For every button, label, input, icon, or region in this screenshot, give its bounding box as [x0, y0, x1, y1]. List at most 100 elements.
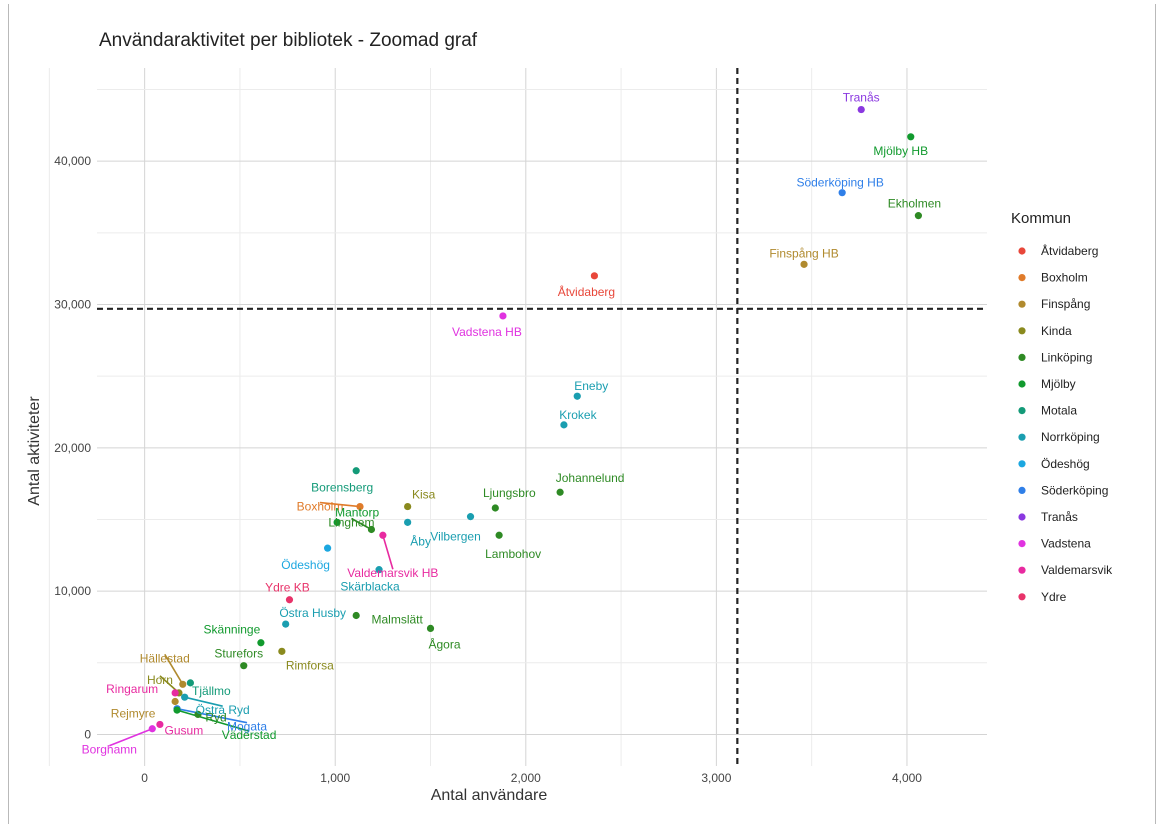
legend-entry: Boxholm	[1041, 271, 1088, 285]
legend-entry: Ydre	[1041, 590, 1067, 604]
legend-entry: Motala	[1041, 404, 1077, 418]
point-label: Ödeshög	[281, 558, 330, 572]
legend-entry: Linköping	[1041, 350, 1092, 364]
legend-swatch	[1018, 353, 1026, 361]
point-johannelund	[556, 488, 564, 496]
point-boxholm	[356, 502, 364, 511]
point-borghamn	[148, 725, 156, 733]
point-label: Sturefors	[214, 647, 263, 661]
chart-frame: Tranås Mjölby HB Söderköping HB Ekholmen Fin…	[8, 4, 1156, 824]
x-tick-label: 3,000	[701, 771, 731, 785]
point-label: Borghamn	[82, 743, 137, 757]
legend-entry: Söderköping	[1041, 483, 1108, 497]
point-label: Ringarum	[106, 682, 158, 696]
point-ringarum	[171, 689, 179, 697]
point-label: Åtvidaberg	[558, 284, 615, 299]
y-tick-label: 20,000	[54, 441, 91, 455]
point-label: Eneby	[574, 379, 608, 393]
point-label: Lambohov	[485, 547, 541, 561]
point-label: Johannelund	[556, 471, 625, 485]
x-tick-label: 0	[141, 771, 148, 785]
point-skärblacka	[375, 566, 383, 574]
point-label: Vilbergen	[430, 530, 480, 544]
x-tick-label: 4,000	[892, 771, 922, 785]
legend-title: Kommun	[1011, 210, 1071, 227]
point-label: Hällestad	[140, 651, 190, 665]
point-label: Ydre KB	[265, 581, 310, 595]
point-skänninge	[257, 639, 265, 647]
legend-swatch	[1018, 460, 1026, 468]
point-söderköping-hb	[838, 189, 846, 197]
point-label: Ekholmen	[888, 197, 941, 211]
point-label: Malmslätt	[372, 613, 424, 627]
point-label: Valdemarsvik HB	[347, 566, 438, 580]
point-label: Finspång HB	[769, 246, 838, 260]
point-label: Mantorp	[335, 505, 379, 519]
x-tick-label: 2,000	[511, 771, 541, 785]
point-tjällmo	[186, 679, 194, 687]
x-tick-label: 1,000	[320, 771, 350, 785]
legend-swatch	[1018, 566, 1026, 574]
point-label: Tjällmo	[192, 684, 231, 698]
point-ydre-kb	[285, 596, 294, 604]
y-tick-label: 40,000	[54, 154, 91, 168]
point-sturefors	[240, 662, 248, 670]
point-kisa	[404, 502, 412, 511]
point-label: Vadstena HB	[452, 325, 522, 339]
reference-lines	[97, 68, 987, 766]
x-axis-title: Antal användare	[431, 787, 548, 804]
point-gusum	[156, 720, 164, 729]
label-leader-line	[319, 501, 361, 508]
data-points	[148, 105, 922, 733]
point-mantorp	[333, 518, 341, 526]
scatter-chart: Tranås Mjölby HB Söderköping HB Ekholmen Fin…	[26, 30, 1113, 804]
point-label: Kisa	[412, 488, 436, 502]
label-leader-line	[184, 696, 223, 707]
point-vilbergen	[466, 513, 475, 521]
legend-swatch	[1018, 433, 1026, 441]
legend-swatch	[1018, 274, 1026, 282]
point-label: Östra Ryd	[196, 703, 250, 717]
point-åby	[404, 518, 412, 526]
y-tick-label: 10,000	[54, 584, 91, 598]
legend-swatch	[1018, 380, 1026, 388]
label-leader-line	[108, 727, 153, 747]
point-ekholmen	[914, 212, 922, 220]
legend-swatch	[1018, 593, 1026, 601]
legend-entry: Mjölby	[1041, 377, 1076, 391]
point-label: Linghem	[328, 516, 374, 530]
legend-swatch	[1018, 407, 1026, 415]
point-vadstena-hb	[499, 312, 507, 320]
point-label: Ryd	[205, 710, 226, 724]
legend-entry: Tranås	[1041, 510, 1078, 524]
point-label: Boxholm	[297, 500, 344, 514]
legend-swatch	[1018, 247, 1026, 255]
point-label: Ljungsbro	[483, 486, 536, 500]
point-label: Mogata	[227, 720, 267, 734]
point-borensberg	[352, 467, 360, 475]
point-åtvidaberg	[590, 272, 599, 280]
legend-entry: Vadstena	[1041, 537, 1091, 551]
y-axis-title: Antal aktiviteter	[26, 396, 43, 506]
legend-swatch	[1018, 486, 1026, 494]
point-label: Åby	[410, 533, 431, 548]
point-label: Krokek	[559, 408, 597, 422]
label-leader-line	[176, 709, 250, 732]
legend-entry: Valdemarsvik	[1041, 563, 1113, 577]
point-ljungsbro	[491, 504, 499, 512]
point-label: Rimforsa	[286, 658, 334, 672]
point-label: Mjölby HB	[873, 144, 928, 158]
point-label: Östra Husby	[279, 606, 346, 620]
point-ågora	[426, 624, 435, 633]
point-label: Skänninge	[204, 623, 261, 637]
point-label: Rejmyre	[111, 707, 156, 721]
label-leader-line	[164, 653, 184, 685]
legend-swatch	[1018, 327, 1026, 335]
chart-title: Användaraktivitet per bibliotek - Zoomad…	[99, 30, 478, 51]
legend-swatch	[1018, 540, 1026, 548]
grid	[48, 68, 987, 766]
y-tick-label: 30,000	[54, 297, 91, 311]
point-lambohov	[495, 531, 503, 539]
point-label: Söderköping HB	[796, 176, 883, 190]
point-väderstad	[173, 706, 181, 714]
